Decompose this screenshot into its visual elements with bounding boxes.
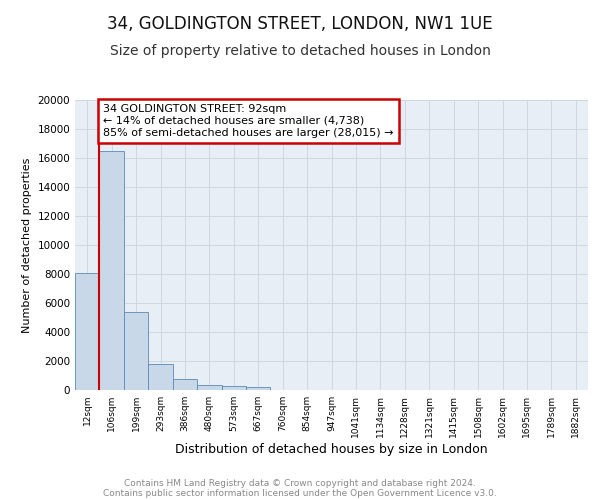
Bar	[173, 379, 197, 390]
Bar	[75, 272, 100, 390]
Bar	[197, 385, 221, 390]
Bar	[221, 386, 246, 390]
Text: 34 GOLDINGTON STREET: 92sqm
← 14% of detached houses are smaller (4,738)
85% of : 34 GOLDINGTON STREET: 92sqm ← 14% of det…	[103, 104, 394, 138]
Text: 34, GOLDINGTON STREET, LONDON, NW1 1UE: 34, GOLDINGTON STREET, LONDON, NW1 1UE	[107, 15, 493, 33]
Text: Contains HM Land Registry data © Crown copyright and database right 2024.: Contains HM Land Registry data © Crown c…	[124, 478, 476, 488]
Y-axis label: Number of detached properties: Number of detached properties	[22, 158, 32, 332]
Bar	[148, 364, 173, 390]
Bar	[100, 151, 124, 390]
X-axis label: Distribution of detached houses by size in London: Distribution of detached houses by size …	[175, 442, 488, 456]
Text: Size of property relative to detached houses in London: Size of property relative to detached ho…	[110, 44, 490, 58]
Bar	[124, 312, 148, 390]
Bar	[246, 387, 271, 390]
Text: Contains public sector information licensed under the Open Government Licence v3: Contains public sector information licen…	[103, 488, 497, 498]
